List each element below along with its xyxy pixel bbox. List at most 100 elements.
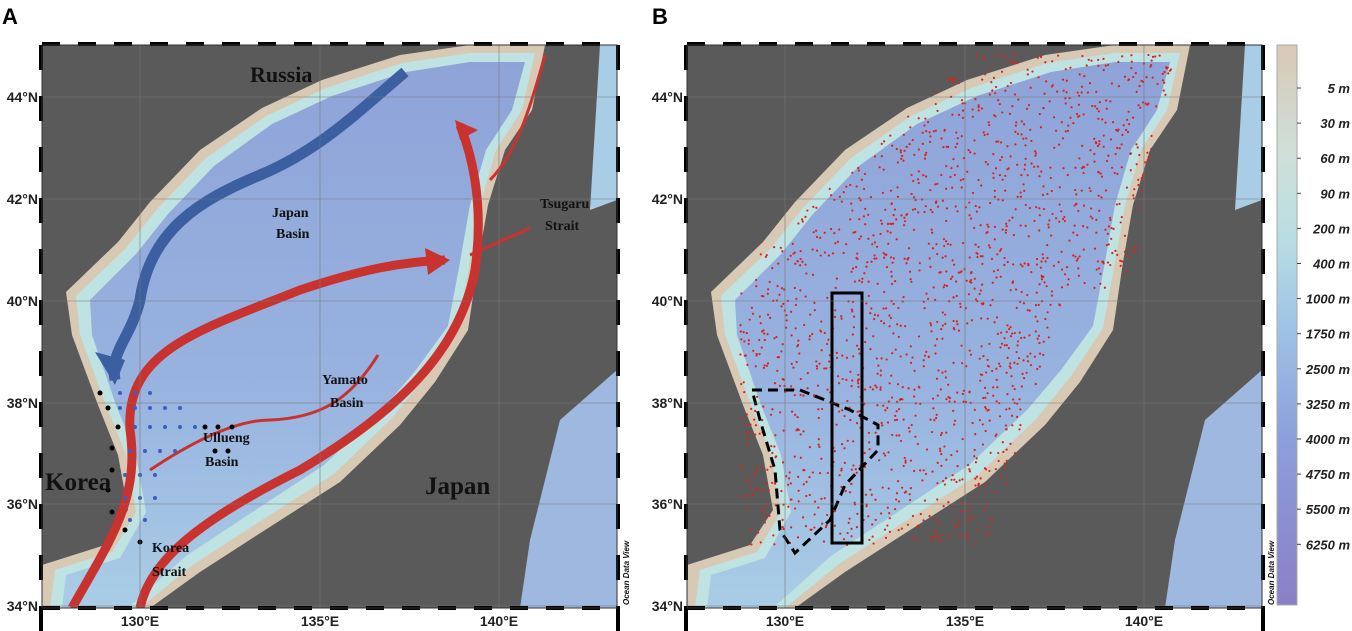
observation-dot (903, 149, 906, 152)
lat-label: 36°N (652, 496, 683, 512)
observation-dot (1003, 462, 1006, 465)
observation-dot (813, 526, 816, 529)
observation-dot (995, 400, 998, 403)
observation-dot (879, 219, 883, 222)
observation-dot (1101, 118, 1104, 121)
border-tick (114, 42, 132, 46)
observation-dot (888, 382, 891, 385)
observation-dot (857, 169, 860, 172)
observation-dot (1020, 336, 1023, 340)
border-tick (39, 300, 43, 325)
observation-dot (858, 279, 861, 282)
observation-dot (1048, 100, 1051, 103)
observation-dot (782, 378, 785, 381)
observation-dot (852, 326, 856, 329)
observation-dot (864, 340, 867, 344)
observation-dot (947, 395, 950, 399)
observation-dot (827, 254, 831, 257)
observation-dot (779, 246, 782, 249)
place-label: Japan (425, 473, 490, 500)
observation-dot (1001, 111, 1004, 114)
border-tick (39, 45, 43, 70)
observation-dot (897, 335, 900, 338)
observation-dot (1104, 189, 1108, 192)
observation-dot (875, 386, 878, 389)
observation-dot (953, 77, 956, 80)
observation-dot (965, 279, 968, 282)
observation-dot (977, 106, 980, 109)
observation-dot (1058, 303, 1061, 306)
observation-dot (796, 343, 800, 347)
observation-dot (898, 434, 901, 437)
observation-dot (895, 418, 899, 421)
observation-dot (825, 524, 828, 527)
observation-dot (747, 339, 750, 342)
observation-dot (858, 237, 861, 241)
observation-dot (1095, 231, 1098, 234)
observation-dot (1024, 157, 1027, 160)
observation-dot (853, 315, 856, 318)
observation-dot (815, 229, 818, 232)
observation-dot (787, 477, 791, 480)
border-tick (39, 351, 43, 376)
observation-dot (1093, 247, 1097, 250)
observation-dot (1075, 193, 1078, 196)
observation-dot (890, 275, 893, 278)
observation-dot (1103, 286, 1106, 289)
observation-dot (975, 210, 978, 213)
observation-dot (815, 365, 819, 368)
observation-dot (769, 316, 772, 319)
lat-label: 40°N (7, 293, 38, 309)
observation-dot (873, 155, 877, 158)
observation-dot (1114, 249, 1117, 252)
observation-dot (787, 505, 790, 508)
observation-dot (998, 103, 1001, 106)
observation-dot (882, 452, 885, 455)
border-tick (795, 42, 813, 46)
observation-dot (851, 310, 854, 313)
observation-dot (951, 79, 954, 82)
observation-dot (894, 414, 897, 417)
observation-dot (774, 504, 777, 507)
observation-dot (1008, 328, 1011, 331)
observation-dot (913, 469, 916, 473)
observation-dot (904, 459, 907, 462)
observation-dot (910, 192, 913, 196)
observation-dot (880, 222, 884, 225)
observation-dot (797, 489, 800, 492)
observation-dot (805, 480, 808, 483)
observation-dot (850, 527, 853, 530)
colorbar-label: 5 m (1328, 81, 1351, 96)
observation-dot (981, 262, 984, 266)
observation-dot (766, 313, 770, 316)
observation-dot (921, 142, 924, 145)
observation-dot (888, 517, 891, 520)
observation-dot (961, 109, 965, 112)
observation-dot (974, 432, 977, 436)
observation-dot (1015, 350, 1018, 354)
observation-dot (982, 57, 985, 60)
observation-dot (1004, 466, 1007, 469)
observation-dot (984, 509, 987, 512)
observation-dot (1004, 174, 1007, 177)
observation-dot (950, 186, 954, 189)
observation-dot (747, 430, 751, 434)
observation-dot (868, 441, 871, 444)
observation-dot (1078, 73, 1081, 76)
observation-dot (944, 322, 947, 325)
observation-dot (799, 456, 802, 459)
observation-dot (1023, 163, 1027, 166)
observation-dot (941, 324, 945, 327)
observation-dot (833, 315, 837, 319)
observation-dot (1066, 283, 1069, 286)
colorbar-label: 30 m (1320, 116, 1350, 131)
observation-dot (1060, 121, 1063, 124)
observation-dot (978, 292, 981, 296)
observation-dot (826, 342, 829, 346)
observation-dot (910, 280, 913, 284)
observation-dot (961, 478, 964, 481)
observation-dot (966, 537, 969, 541)
observation-dot (812, 205, 815, 208)
observation-dot (825, 367, 828, 370)
observation-dot (1008, 112, 1012, 115)
